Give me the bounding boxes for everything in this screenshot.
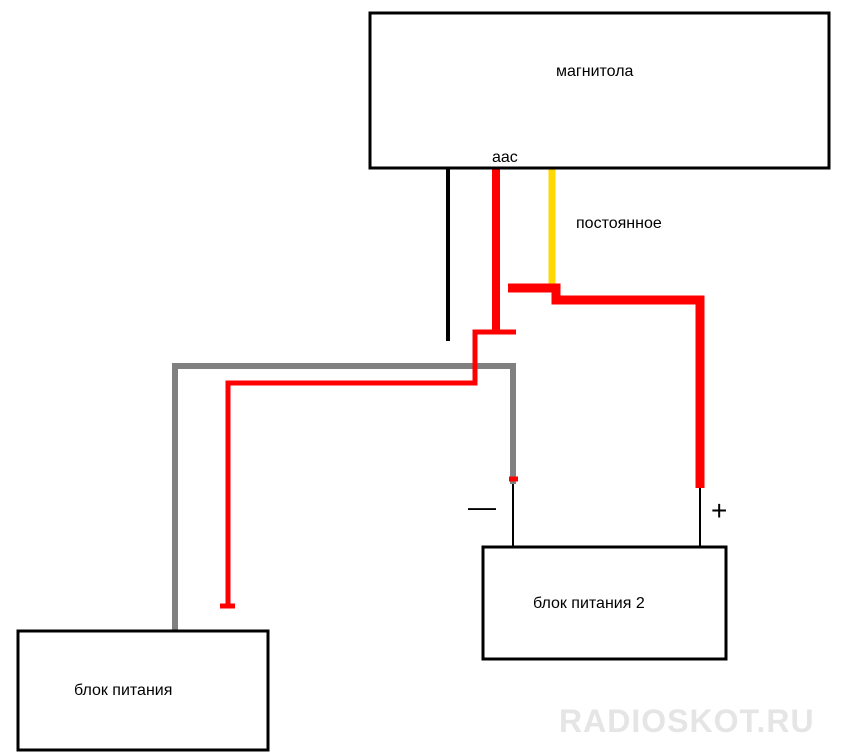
psu2-label: блок питания 2 <box>533 595 645 612</box>
radio-label: магнитола <box>556 63 634 80</box>
watermark: RADIOSKOT.RU <box>559 703 815 739</box>
minus-sign: — <box>468 491 496 522</box>
wire-red-thick-bridge <box>508 288 700 488</box>
constant-label: постоянное <box>576 215 662 232</box>
wire-red-tap <box>228 332 516 604</box>
psu1-label: блок питания <box>74 682 172 699</box>
plus-sign: + <box>711 495 727 526</box>
aac-label: аас <box>492 149 518 166</box>
radio-block <box>370 13 829 168</box>
